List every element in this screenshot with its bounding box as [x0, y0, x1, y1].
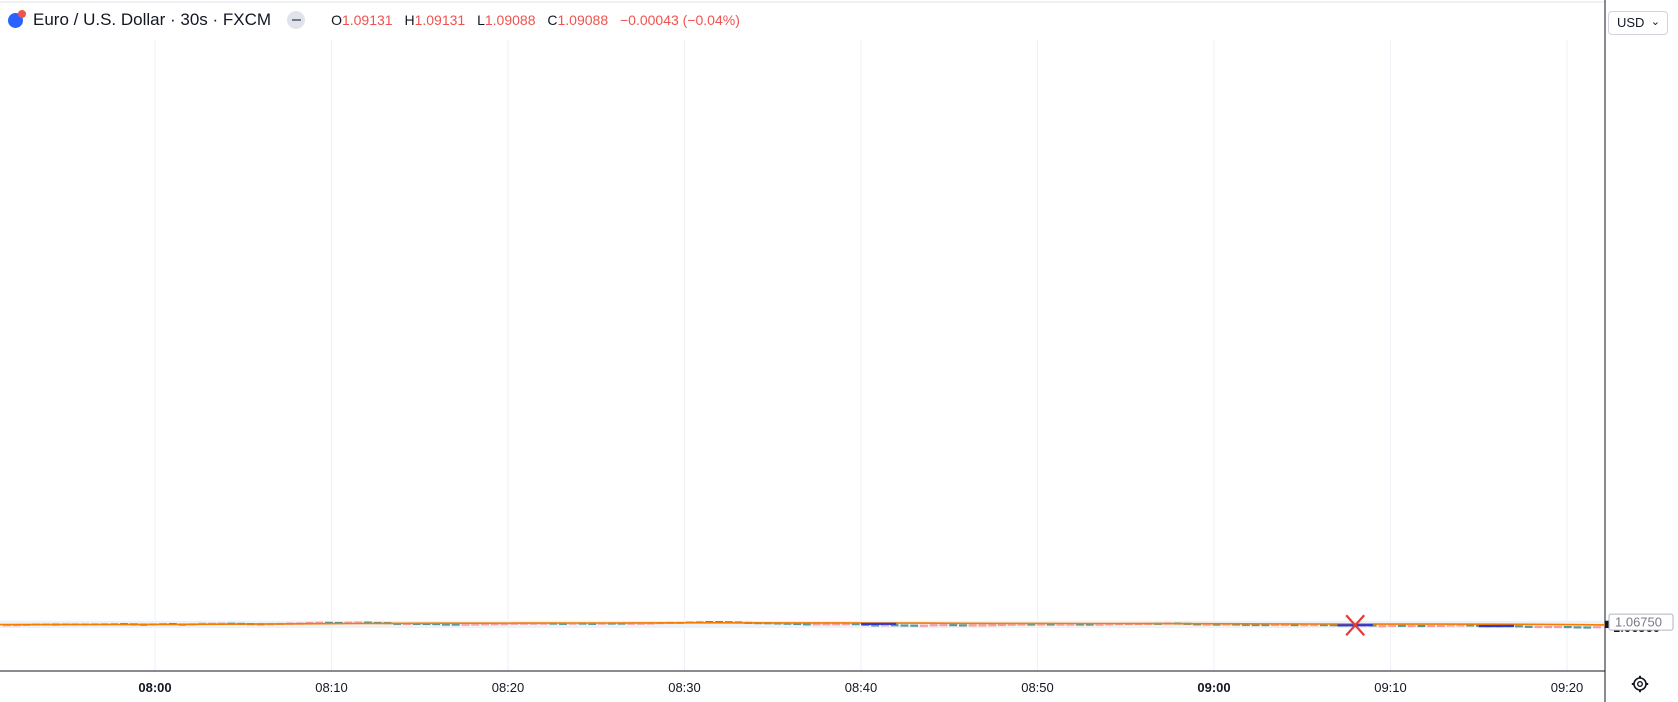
candle-up — [988, 624, 997, 627]
candle — [1583, 626, 1592, 629]
close-value: 1.09088 — [557, 12, 609, 28]
x-tick-label: 09:10 — [1374, 680, 1407, 695]
candle-down — [442, 623, 450, 626]
change-value: −0.00043 (−0.04%) — [620, 12, 740, 28]
candle-down — [949, 624, 958, 627]
x-tick-label: 08:50 — [1021, 680, 1054, 695]
candle — [1388, 624, 1397, 627]
candle — [1378, 625, 1387, 628]
candle-up — [1446, 624, 1455, 627]
candle-up — [461, 623, 470, 626]
candle — [1515, 625, 1523, 628]
candle — [1437, 624, 1445, 627]
candle-up — [832, 623, 841, 626]
high-label: H — [404, 12, 415, 28]
candle — [1573, 626, 1582, 629]
candle — [1417, 624, 1426, 628]
candle — [1563, 626, 1572, 629]
candle-up — [812, 623, 821, 626]
moving-average-line — [0, 622, 1606, 626]
candle — [959, 624, 967, 627]
candle — [1593, 626, 1601, 629]
candle — [1398, 624, 1406, 627]
candle — [910, 624, 919, 627]
gear-icon[interactable] — [1631, 675, 1649, 693]
x-tick-label: 09:20 — [1551, 680, 1584, 695]
candle-down — [910, 624, 919, 627]
cross-stroke — [1345, 614, 1366, 636]
candle — [1544, 626, 1553, 629]
candle-up — [1534, 626, 1543, 629]
x-tick-label: 09:00 — [1197, 680, 1230, 695]
low-label: L — [477, 12, 485, 28]
candle-up — [939, 624, 948, 627]
cross-marker — [1345, 614, 1366, 636]
grid-lines — [0, 40, 1605, 671]
candle — [1407, 624, 1416, 628]
currency-label: USD — [1617, 15, 1645, 30]
x-axis: 08:00 08:10 08:20 08:30 08:40 08:50 09:00 09:10… — [138, 680, 1583, 695]
open-label: O — [331, 12, 342, 28]
last-price-label: 1.06750 — [1608, 613, 1674, 631]
candle — [900, 624, 909, 627]
chart-header: Euro / U.S. Dollar · 30s · FXCM O1.09131… — [0, 0, 1600, 40]
candle-up — [822, 623, 831, 626]
x-tick-label: 08:20 — [492, 680, 525, 695]
candle — [949, 624, 958, 627]
candle-up — [1407, 624, 1416, 628]
candle-up — [978, 624, 987, 627]
last-price-box — [1608, 613, 1674, 631]
candle-up — [1427, 624, 1436, 628]
x-tick-label: 08:10 — [315, 680, 348, 695]
candle — [998, 623, 1006, 627]
candle-up — [1554, 626, 1562, 629]
candle-down — [1563, 626, 1572, 629]
last-price-value: 1.06750 — [1615, 615, 1662, 630]
chevron-down-icon: ⌄ — [1650, 16, 1660, 28]
open-value: 1.09131 — [341, 12, 393, 28]
symbol-title[interactable]: Euro / U.S. Dollar · 30s · FXCM — [33, 10, 272, 29]
candle-down — [1583, 626, 1592, 629]
candle-up — [1437, 624, 1445, 627]
x-tick-label: 08:30 — [668, 680, 701, 695]
candle — [988, 624, 997, 627]
collapse-icon[interactable] — [287, 11, 306, 29]
candle-down — [1417, 624, 1426, 628]
candle-up — [929, 624, 938, 627]
candle-down — [1573, 626, 1582, 629]
candle — [929, 624, 938, 627]
candle-down — [802, 623, 811, 626]
candle — [939, 624, 948, 627]
candle-up — [1593, 626, 1601, 629]
candle-down — [451, 623, 460, 626]
candle-up — [1388, 624, 1397, 627]
candle — [920, 624, 928, 627]
x-tick-label: 08:00 — [138, 680, 171, 695]
candle-up — [998, 623, 1006, 627]
candle-up — [1378, 625, 1387, 628]
candle — [1524, 625, 1533, 628]
candle — [1427, 624, 1436, 628]
candle — [978, 624, 987, 627]
candle — [1554, 626, 1562, 629]
candle-down — [1398, 624, 1406, 627]
ohlc-readout: O1.09131 H1.09131 L1.09088 C1.09088 −0.0… — [331, 12, 748, 28]
x-tick-label: 08:40 — [845, 680, 878, 695]
close-label: C — [547, 12, 558, 28]
currency-logo-icon — [8, 9, 26, 28]
candle — [1534, 626, 1543, 629]
candle-down — [1524, 625, 1533, 628]
candle-down — [900, 624, 909, 627]
candle — [802, 623, 811, 626]
candle-up — [920, 624, 928, 627]
currency-button[interactable]: USD ⌄ — [1608, 11, 1668, 35]
candle-down — [1515, 625, 1523, 628]
low-value: 1.09088 — [484, 12, 536, 28]
high-value: 1.09131 — [414, 12, 466, 28]
candle-down — [959, 624, 967, 627]
candle-up — [1544, 626, 1553, 629]
candle — [968, 624, 977, 627]
candle-up — [968, 624, 977, 627]
